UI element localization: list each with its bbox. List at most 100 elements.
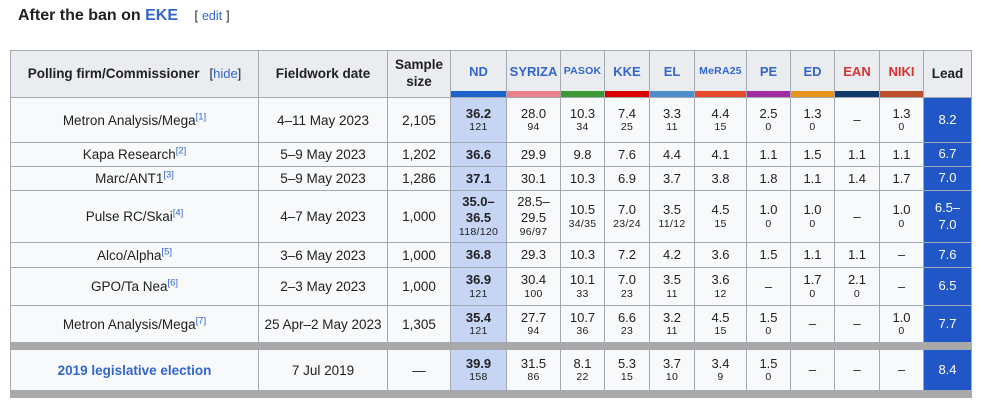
cell-EAN: – [834,349,880,391]
poll-row: Pulse RC/Skai[4] 4–7 May 2023 1,000 35.0– 36… [10,190,972,243]
seat-count: 94 [527,325,540,338]
percentage-value: – [853,362,861,378]
column-header-party-ED: ED [790,50,835,98]
cell-NIKI: – [879,267,924,306]
percentage-value: 29.9 [520,146,547,162]
percentage-value: 1.5 [759,355,778,371]
cell-NIKI: 1.0 0 [879,190,924,243]
percentage-value: 30.4 [520,272,547,288]
percentage-value: 7.0 [617,272,637,288]
percentage-value-line2: 29.5 [520,209,547,225]
edit-link[interactable]: edit [201,9,223,23]
seat-count: 15 [714,217,727,230]
seat-count: 11 [666,121,678,134]
reference-sup: [1] [196,111,207,122]
cell-sample-size: 1,286 [387,166,451,191]
separator-band [10,342,972,350]
seat-count: 11 [666,325,678,338]
cell-PE: 2.5 0 [746,97,791,143]
cell-ND: 37.1 [450,166,507,191]
party-link-ND[interactable]: ND [469,63,488,79]
seat-count: 0 [853,287,861,300]
column-header-party-MeRA25: MeRA25 [694,50,747,98]
cell-sample-size: 1,000 [387,242,451,268]
party-link-EL[interactable]: EL [663,63,681,79]
seat-count: 22 [576,371,589,384]
reference-link[interactable]: [2] [175,145,187,157]
party-link-SYRIZA[interactable]: SYRIZA [509,63,558,79]
cell-ND: 35.4 121 [450,305,507,343]
polling-firm-name: Alco/Alpha [96,247,162,263]
percentage-value-line2: 36.5 [465,209,492,225]
cell-SYRIZA: 29.9 [506,142,561,167]
cell-ED: 1.1 [790,166,835,191]
party-link-MeRA25[interactable]: MeRA25 [699,65,742,77]
reference-sup: [5] [161,246,172,257]
cell-EL: 3.2 11 [649,305,695,343]
column-header-party-ND: ND [450,50,507,98]
cell-EL: 3.5 11/12 [649,190,695,243]
cell-ND: 35.0– 36.5 118/120 [450,190,507,243]
percentage-value: – [853,112,861,128]
seat-count: 0 [898,121,905,134]
reference-link[interactable]: [4] [172,207,184,219]
poll-row: Metron Analysis/Mega[7] 25 Apr–2 May 2023… [10,305,972,343]
reference-sup: [3] [163,170,174,181]
party-link-NIKI[interactable]: NIKI [888,63,915,79]
election-link[interactable]: 2019 legislative election [57,362,212,378]
cell-SYRIZA: 27.7 94 [506,305,561,343]
seat-count: 0 [809,287,816,300]
eke-link[interactable]: EKE [145,7,179,24]
percentage-value: – [764,278,773,294]
percentage-value: 3.3 [662,105,682,121]
cell-ND: 36.8 [450,242,507,268]
lead-value: 6.5 [938,278,957,294]
percentage-value: 1.0 [892,202,911,218]
reference-link[interactable]: [3] [163,169,174,181]
percentage-value: 2.1 [847,272,867,288]
polling-firm-name: Kapa Research [82,147,176,162]
cell-PASOK: 10.7 36 [560,305,605,343]
reference-sup: [2] [176,146,187,157]
party-link-EAN[interactable]: EAN [843,63,871,79]
seat-count: 34/35 [568,217,597,230]
cell-KKE: 7.2 [604,242,650,268]
percentage-value: 1.0 [803,202,822,218]
percentage-value: 2.5 [759,105,778,121]
party-link-PE[interactable]: PE [759,63,778,79]
column-header-party-SYRIZA: SYRIZA [506,50,561,98]
party-link-PASOK[interactable]: PASOK [563,65,602,77]
cell-polling-firm: 2019 legislative election [10,349,259,391]
percentage-value: 3.5 [662,202,682,218]
cell-KKE: 7.6 [604,142,650,167]
seat-count: 0 [898,217,905,230]
seat-count: 0 [809,217,816,230]
cell-EL: 4.4 [649,142,695,167]
party-link-ED[interactable]: ED [803,63,822,79]
percentage-value: 10.7 [569,309,596,325]
seat-count: 0 [765,217,772,230]
party-color-bar-SYRIZA [507,91,560,97]
lead-value: 7.7 [938,315,957,331]
seat-count: 15 [714,325,727,338]
cell-lead: 8.2 [923,97,972,143]
cell-NIKI: – [879,349,924,391]
reference-link[interactable]: [6] [167,277,179,289]
election-row: 2019 legislative election 7 Jul 2019—39.9… [10,349,972,391]
lead-value: 8.4 [938,361,957,377]
cell-NIKI: – [879,242,924,268]
reference-link[interactable]: [5] [161,246,173,257]
reference-link[interactable]: [7] [195,315,207,326]
party-link-KKE[interactable]: KKE [613,63,641,79]
percentage-value: 6.9 [617,170,637,186]
percentage-value: – [853,316,861,332]
cell-ED: 1.1 [790,242,835,268]
seat-count: 0 [809,121,816,134]
cell-polling-firm: Alco/Alpha[5] [10,242,259,268]
cell-SYRIZA: 28.0 94 [506,97,561,143]
cell-PASOK: 10.5 34/35 [560,190,605,243]
reference-link[interactable]: [1] [195,111,207,122]
column-header-polling-firm: Polling firm/Commissioner [hide] [10,50,259,98]
lead-value-line2: 7.0 [938,216,957,232]
hide-link[interactable]: hide [213,65,238,81]
